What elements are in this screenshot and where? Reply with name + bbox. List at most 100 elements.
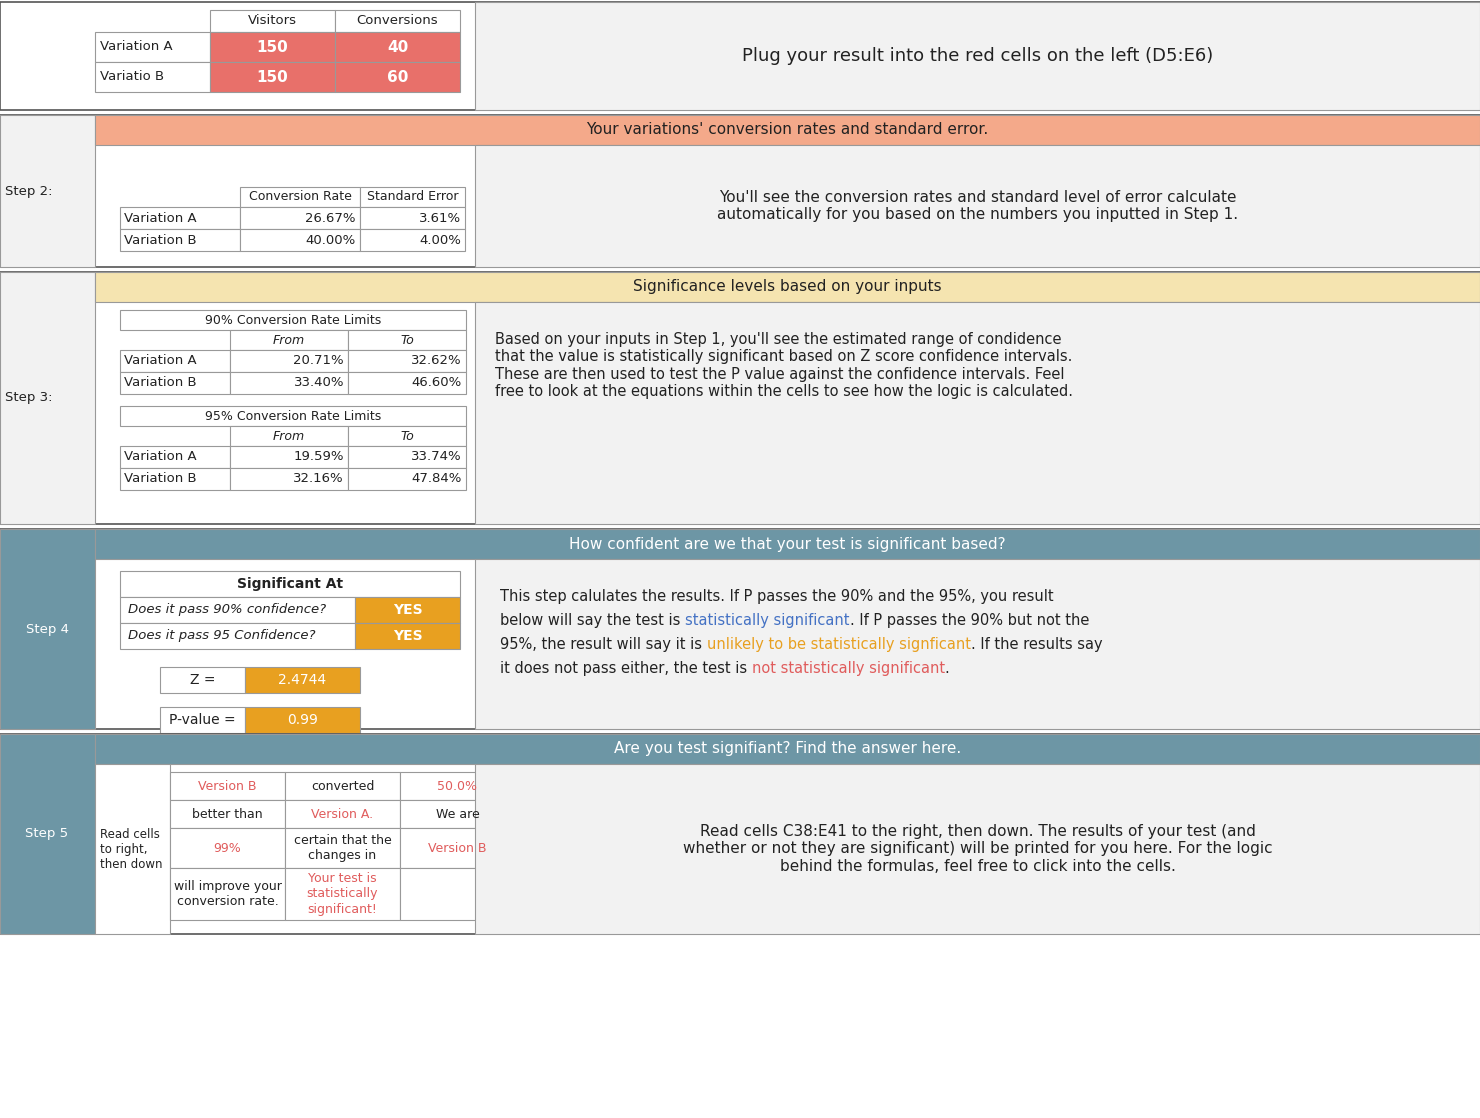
Bar (286, 828, 400, 868)
Text: 40: 40 (386, 39, 408, 55)
Bar (210, 10, 334, 32)
Text: unlikely to be statistically signficant: unlikely to be statistically signficant (706, 637, 971, 652)
Text: 47.84%: 47.84% (411, 473, 462, 485)
Text: 4.00%: 4.00% (419, 234, 460, 246)
Bar (120, 446, 229, 468)
Text: We are: We are (435, 807, 480, 821)
Bar (210, 61, 334, 92)
Text: YES: YES (392, 603, 422, 617)
Text: You'll see the conversion rates and standard level of error calculate
automatica: You'll see the conversion rates and stan… (716, 190, 1239, 222)
Bar (95, 764, 170, 934)
Bar (348, 446, 466, 468)
Text: Significant At: Significant At (237, 577, 343, 591)
Text: Read cells C38:E41 to the right, then down. The results of your test (and
whethe: Read cells C38:E41 to the right, then do… (682, 824, 1273, 874)
Text: better than: better than (192, 807, 263, 821)
Text: 50.0%: 50.0% (438, 779, 478, 793)
Bar (475, 302, 1480, 524)
Text: Variatio B: Variatio B (101, 70, 164, 84)
Text: Plug your result into the red cells on the left (D5:E6): Plug your result into the red cells on t… (741, 47, 1214, 65)
Bar (475, 145, 1480, 267)
Bar (229, 446, 348, 468)
Bar (95, 735, 1480, 764)
Text: Version B: Version B (198, 779, 256, 793)
Text: 32.62%: 32.62% (411, 354, 462, 368)
Bar (120, 350, 229, 372)
Text: Does it pass 90% confidence?: Does it pass 90% confidence? (127, 604, 326, 616)
Text: certain that the
changes in: certain that the changes in (293, 834, 391, 862)
Bar (0, 735, 95, 934)
Bar (400, 800, 515, 828)
Bar (334, 10, 460, 32)
Text: From: From (272, 429, 305, 443)
Text: Conversions: Conversions (357, 15, 438, 28)
Text: Conversion Rate: Conversion Rate (249, 190, 351, 203)
Text: Your test is
statistically
significant!: Your test is statistically significant! (306, 872, 379, 916)
Text: Step 5: Step 5 (25, 827, 68, 841)
Text: . If the results say: . If the results say (971, 637, 1103, 652)
Text: it does not pass either, the test is: it does not pass either, the test is (500, 661, 752, 676)
Bar (95, 529, 1480, 559)
Text: . If P passes the 90% but not the: . If P passes the 90% but not the (850, 613, 1089, 628)
Bar (120, 406, 466, 426)
Text: Standard Error: Standard Error (367, 190, 459, 203)
Text: Version A.: Version A. (311, 807, 373, 821)
Text: Significance levels based on your inputs: Significance levels based on your inputs (633, 280, 941, 294)
Bar (170, 868, 286, 920)
Text: 95% Conversion Rate Limits: 95% Conversion Rate Limits (204, 409, 382, 423)
Bar (360, 187, 465, 207)
Bar (0, 529, 95, 729)
Text: 99%: 99% (213, 842, 241, 854)
Bar (348, 350, 466, 372)
Bar (246, 667, 360, 693)
Bar (120, 207, 240, 229)
Text: Z =: Z = (189, 673, 215, 686)
Bar (0, 529, 1480, 729)
Text: 0.99: 0.99 (287, 713, 318, 727)
Bar (0, 272, 1480, 524)
Text: will improve your
conversion rate.: will improve your conversion rate. (173, 880, 281, 908)
Bar (229, 372, 348, 394)
Text: Version B: Version B (428, 842, 487, 854)
Bar (348, 372, 466, 394)
Bar (120, 468, 229, 490)
Bar (348, 426, 466, 446)
Text: 40.00%: 40.00% (306, 234, 357, 246)
Bar (170, 828, 286, 868)
Bar (400, 828, 515, 868)
Text: 19.59%: 19.59% (293, 451, 343, 464)
Bar (229, 468, 348, 490)
Text: 2.4744: 2.4744 (278, 673, 327, 686)
Bar (286, 773, 400, 800)
Bar (229, 330, 348, 350)
Bar (160, 667, 246, 693)
Text: 95%, the result will say it is: 95%, the result will say it is (500, 637, 706, 652)
Text: Step 4: Step 4 (25, 623, 68, 635)
Bar (355, 597, 460, 623)
Bar (360, 229, 465, 252)
Text: 46.60%: 46.60% (411, 377, 462, 389)
Bar (0, 115, 1480, 267)
Bar (348, 468, 466, 490)
Bar (95, 115, 1480, 145)
Text: 33.40%: 33.40% (293, 377, 343, 389)
Text: To: To (400, 429, 414, 443)
Bar (475, 2, 1480, 110)
Bar (334, 61, 460, 92)
Text: Variation A: Variation A (124, 451, 197, 464)
Bar (120, 597, 355, 623)
Bar (0, 735, 1480, 934)
Text: 150: 150 (256, 39, 289, 55)
Text: 3.61%: 3.61% (419, 211, 460, 225)
Text: 90% Conversion Rate Limits: 90% Conversion Rate Limits (204, 313, 382, 326)
Text: converted: converted (311, 779, 374, 793)
Text: Variation B: Variation B (124, 473, 197, 485)
Text: Variation A: Variation A (101, 40, 173, 54)
Text: Your variations' conversion rates and standard error.: Your variations' conversion rates and st… (586, 123, 989, 138)
Text: 150: 150 (256, 69, 289, 85)
Bar (120, 571, 460, 597)
Bar (240, 229, 360, 252)
Bar (355, 623, 460, 650)
Bar (229, 426, 348, 446)
Text: Visitors: Visitors (249, 15, 297, 28)
Bar (210, 32, 334, 61)
